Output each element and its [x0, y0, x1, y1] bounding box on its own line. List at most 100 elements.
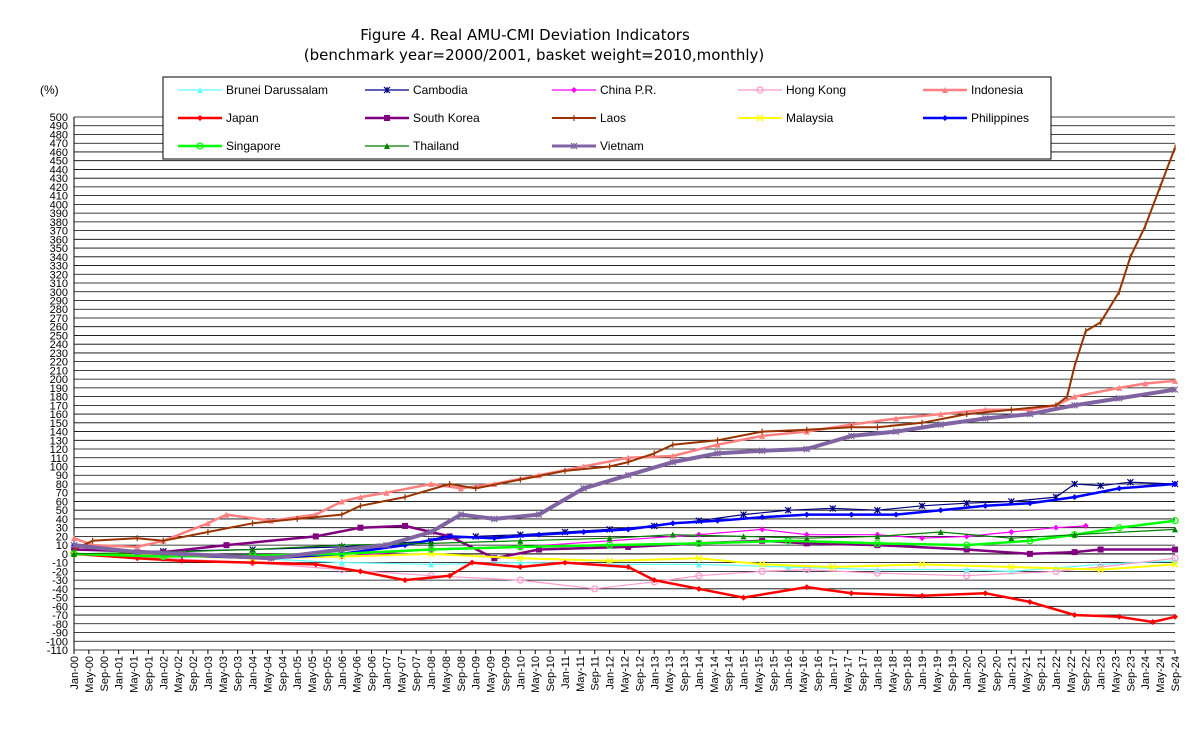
gridlines [73, 116, 1175, 651]
series-line [73, 147, 1176, 551]
x-tick-label: Sep-03 [233, 656, 245, 691]
data-point [1097, 546, 1104, 553]
x-tick-label: Jan-19 [917, 656, 929, 690]
data-point [1008, 535, 1015, 542]
x-tick-label: May-08 [441, 656, 453, 693]
data-point [1007, 563, 1015, 571]
x-tick-label: Sep-15 [768, 656, 780, 691]
x-tick-label: Jan-02 [158, 656, 170, 690]
y-tick-label: 30 [56, 523, 68, 535]
data-point [982, 502, 989, 509]
data-point [561, 559, 568, 566]
data-point [624, 471, 632, 479]
y-tick-label: -10 [52, 558, 68, 570]
y-tick-label: -90 [52, 628, 68, 640]
data-point [714, 449, 721, 457]
x-tick-label: Jan-09 [471, 656, 483, 690]
y-tick-label: -50 [52, 593, 68, 605]
data-point [1172, 377, 1178, 384]
y-tick-label: 120 [50, 444, 68, 456]
data-point [873, 539, 882, 548]
y-tick-label: -60 [52, 601, 68, 613]
data-point [848, 590, 855, 597]
data-point [740, 594, 747, 601]
y-tick-label: 20 [56, 531, 68, 543]
x-tick-label: May-12 [620, 656, 632, 693]
data-point [893, 511, 900, 518]
data-point [1026, 598, 1033, 605]
data-point [669, 531, 676, 538]
data-point [249, 546, 256, 553]
data-point [919, 535, 926, 542]
y-tick-label: -100 [46, 636, 68, 648]
data-point [803, 531, 810, 538]
data-point [1097, 566, 1105, 574]
data-point [714, 441, 721, 448]
x-tick-label: Jan-07 [381, 656, 393, 690]
data-point [695, 585, 702, 592]
legend-label: Laos [600, 111, 626, 125]
y-tick-label: 290 [50, 295, 68, 307]
data-point [893, 415, 900, 422]
y-tick-label: -40 [52, 584, 68, 596]
data-point [457, 511, 465, 518]
data-point [937, 411, 944, 418]
data-point [468, 559, 475, 566]
series-line [73, 387, 1176, 561]
y-tick-label: 100 [50, 462, 68, 474]
x-tick-label: Jan-20 [962, 656, 974, 690]
data-point [695, 572, 703, 580]
data-point [874, 506, 881, 514]
data-point [383, 489, 390, 496]
y-tick-label: 110 [50, 453, 68, 465]
data-point [981, 415, 989, 422]
data-point [1116, 384, 1123, 391]
x-tick-labels: Jan-00 May-00 Sep-00 Jan-01 May-01 Sep-01 Jan-… [69, 650, 1182, 693]
x-tick-label: Sep-18 [902, 656, 914, 691]
legend-label: Singapore [226, 139, 281, 153]
data-point [625, 454, 632, 461]
data-point [71, 535, 77, 542]
legend-label: Vietnam [600, 139, 644, 153]
y-tick-label: 360 [50, 234, 68, 246]
y-tick-label: 300 [50, 287, 68, 299]
y-tick-label: 200 [50, 374, 68, 386]
legend-item: Laos [552, 111, 626, 125]
data-point [740, 511, 747, 518]
data-point [428, 540, 435, 547]
data-point [338, 542, 345, 549]
legend-label: South Korea [413, 111, 480, 125]
data-point [491, 535, 498, 542]
data-point [71, 550, 77, 557]
data-point [490, 515, 498, 523]
data-point [428, 561, 435, 568]
x-tick-label: Sep-17 [858, 656, 870, 691]
legend-marker [383, 86, 391, 94]
x-tick-label: Sep-12 [634, 656, 646, 691]
data-point [1142, 380, 1149, 387]
series-japan [71, 550, 1178, 626]
y-axis-label: (%) [40, 83, 59, 97]
data-point [606, 557, 614, 565]
data-point [428, 480, 435, 487]
legend-item: Thailand [365, 139, 459, 153]
data-point [357, 568, 364, 575]
y-tick-label: 490 [50, 121, 68, 133]
x-tick-label: Sep-05 [322, 656, 334, 691]
data-point [1116, 485, 1123, 492]
data-point [892, 428, 900, 435]
y-tick-label: 470 [50, 138, 68, 150]
y-tick-label: 60 [56, 496, 68, 508]
data-point [1172, 480, 1178, 487]
data-point [937, 421, 945, 428]
data-point [1071, 494, 1078, 501]
data-point [847, 432, 855, 440]
data-point [784, 506, 792, 514]
y-tick-label: 250 [50, 330, 68, 342]
x-tick-label: Jan-10 [515, 656, 527, 690]
x-tick-label: Jan-14 [694, 656, 706, 690]
x-tick-label: Sep-04 [277, 656, 289, 691]
data-point [338, 546, 346, 553]
data-point [535, 531, 542, 538]
x-tick-label: May-09 [486, 656, 498, 693]
